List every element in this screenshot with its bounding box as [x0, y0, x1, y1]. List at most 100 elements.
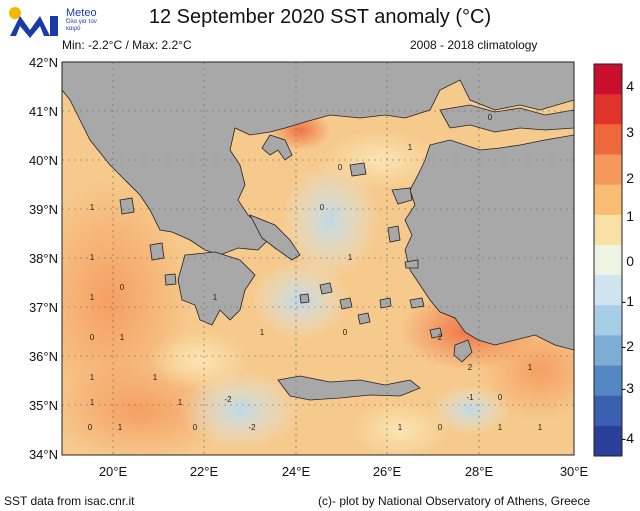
crete	[277, 375, 421, 401]
anomaly-value: 0	[488, 113, 493, 122]
anatolia	[404, 134, 574, 351]
anomaly-value: -1	[466, 393, 474, 402]
colorbar-segment	[594, 395, 622, 427]
anomaly-value: 1	[178, 398, 183, 407]
cyclades-island	[319, 282, 333, 295]
colorbar-segment	[594, 335, 622, 367]
ionian-island	[164, 273, 177, 286]
meteo-logo	[6, 4, 116, 40]
colorbar-segment	[594, 94, 622, 125]
colorbar-label: -1	[622, 293, 635, 309]
colorbar-label: 0	[626, 253, 634, 269]
climatology-label: 2008 - 2018 climatology	[410, 38, 538, 52]
lat-label: 37°N	[29, 300, 58, 315]
logo-name: Meteo	[66, 7, 97, 19]
anomaly-value: 1	[90, 203, 95, 212]
dodecanese-island	[409, 297, 425, 309]
lemnos	[349, 162, 367, 177]
colorbar-label: -3	[622, 380, 635, 396]
lon-label: 28°E	[465, 464, 494, 479]
lon-label: 24°E	[282, 464, 311, 479]
colorbar-label: 2	[626, 170, 634, 186]
colorbar-label: -2	[622, 338, 635, 354]
chalkidiki	[261, 134, 293, 161]
map-frame	[61, 61, 575, 456]
latitude-labels: 42°N 41°N 40°N 39°N 38°N 37°N 36°N 35°N …	[29, 55, 58, 462]
colorbar-label: 1	[626, 208, 634, 224]
anomaly-value: 0	[193, 423, 198, 432]
anomaly-value: 2	[468, 363, 473, 372]
anomaly-value: 1	[398, 423, 403, 432]
anomaly-value: 1	[538, 423, 543, 432]
samos	[404, 259, 419, 269]
colorbar-label: -4	[622, 430, 635, 446]
thrace-marmara	[439, 104, 574, 133]
anomaly-patch	[430, 385, 510, 435]
anomaly-value: 1	[528, 363, 533, 372]
lat-label: 40°N	[29, 153, 58, 168]
longitude-labels: 20°E 22°E 24°E 26°E 28°E 30°E	[99, 464, 589, 479]
anomaly-value: 1	[90, 253, 95, 262]
cyclades-island	[339, 297, 353, 310]
lat-label: 34°N	[29, 447, 58, 462]
logo-tagline: Όλα για τον καιρό	[66, 19, 97, 32]
colorbar	[593, 63, 623, 457]
lat-label: 35°N	[29, 398, 58, 413]
ionian-island	[119, 197, 135, 215]
colorbar-segment	[594, 305, 622, 336]
dodecanese-island	[379, 297, 392, 309]
graticule	[62, 62, 574, 455]
land	[62, 62, 574, 401]
anomaly-value: 0	[320, 203, 325, 212]
map-title: 12 September 2020 SST anomaly (°C)	[148, 6, 492, 28]
anomaly-patch	[180, 370, 300, 450]
anomaly-patch	[280, 160, 380, 280]
min-max-label: Min: -2.2°C / Max: 2.2°C	[62, 38, 192, 52]
peloponnese	[177, 251, 256, 326]
anomaly-value: 1	[118, 423, 123, 432]
anomaly-value: -2	[224, 395, 232, 404]
anomaly-value: 0	[498, 393, 503, 402]
map-area: 1 1 1 0 1 1 0 1 0 1 1 1 0 1 2 1 0 -2 -2 0 1 0 -1 0 1 1 0 1 2 1 0 1	[62, 62, 574, 455]
anomaly-value: 0	[90, 333, 95, 342]
colorbar-segment	[594, 425, 622, 457]
dodecanese-island	[429, 327, 443, 339]
ionian-island	[149, 242, 165, 261]
colorbar-label: 3	[626, 124, 634, 140]
anomaly-value-labels: 1 1 1 0 1 1 0 1 0 1 1 1 0 1 2 1 0 -2 -2 0 1 0 -1 0 1 1 0 1 2 1 0 1	[88, 113, 543, 432]
anomaly-value: 0	[343, 328, 348, 337]
anomaly-value: 1	[90, 373, 95, 382]
anomaly-value: 0	[120, 283, 125, 292]
anomaly-patch	[150, 330, 250, 390]
lat-label: 42°N	[29, 55, 58, 70]
lat-label: 41°N	[29, 104, 58, 119]
lon-label: 22°E	[190, 464, 219, 479]
data-source: SST data from isac.cnr.it	[4, 494, 135, 508]
lat-label: 38°N	[29, 251, 58, 266]
rhodes	[453, 339, 473, 363]
anomaly-patch	[480, 320, 574, 420]
anomaly-value: 1	[213, 293, 218, 302]
colorbar-segment	[594, 365, 622, 397]
cyclades-island	[357, 312, 371, 325]
lat-label: 39°N	[29, 202, 58, 217]
colorbar-segment	[594, 64, 622, 95]
lon-label: 20°E	[99, 464, 128, 479]
anomaly-value: 1	[260, 328, 265, 337]
anomaly-value: 1	[153, 373, 158, 382]
colorbar-frame	[593, 63, 623, 457]
anomaly-value: 0	[338, 163, 343, 172]
anomaly-value: 1	[498, 423, 503, 432]
colorbar-segment	[594, 244, 622, 276]
colorbar-segment	[594, 154, 622, 186]
lon-label: 26°E	[373, 464, 402, 479]
anomaly-patch	[350, 400, 450, 455]
anomaly-value: 2	[438, 333, 443, 342]
colorbar-labels: 4 3 2 1 0 -1 -2 -3 -4	[622, 78, 635, 446]
anomaly-value: 1	[408, 143, 413, 152]
anomaly-value: 1	[120, 333, 125, 342]
anomaly-value: -2	[248, 423, 256, 432]
anomaly-value: 1	[90, 293, 95, 302]
mainland-greece-balkans	[62, 62, 574, 256]
